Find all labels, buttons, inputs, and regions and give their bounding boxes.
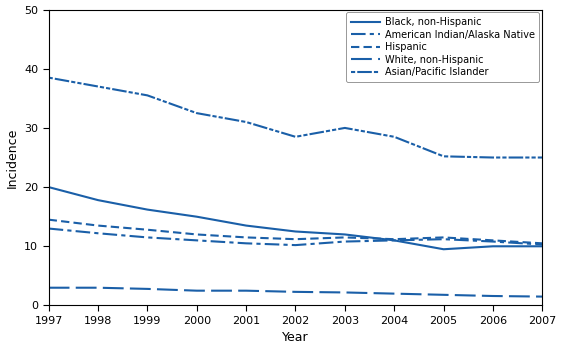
X-axis label: Year: Year bbox=[282, 331, 309, 344]
Legend: Black, non-Hispanic, American Indian/Alaska Native, Hispanic, White, non-Hispani: Black, non-Hispanic, American Indian/Ala… bbox=[346, 13, 540, 82]
Y-axis label: Incidence: Incidence bbox=[6, 127, 19, 188]
